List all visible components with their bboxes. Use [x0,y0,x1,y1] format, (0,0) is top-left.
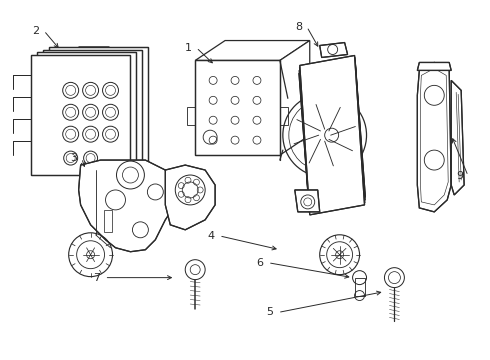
Polygon shape [195,60,280,155]
Text: 8: 8 [295,22,302,32]
Text: 6: 6 [256,258,264,268]
Bar [355,278,365,296]
Polygon shape [299,60,365,210]
Polygon shape [299,58,365,213]
Polygon shape [319,42,347,58]
Polygon shape [78,160,175,252]
Text: 5: 5 [267,307,273,318]
Polygon shape [451,80,464,195]
Text: 2: 2 [32,26,39,36]
Text: 1: 1 [185,42,192,53]
Bar [187,107,195,125]
Polygon shape [417,62,451,212]
Bar [280,107,288,125]
Polygon shape [280,41,310,155]
Text: 9: 9 [457,171,464,181]
Polygon shape [299,63,366,207]
Polygon shape [43,50,143,169]
Polygon shape [165,165,215,230]
Text: 4: 4 [208,231,215,241]
Polygon shape [295,190,319,212]
Polygon shape [195,41,310,60]
Polygon shape [300,55,365,215]
Bar [103,210,112,232]
Text: 7: 7 [93,273,100,283]
Text: 3: 3 [70,153,77,163]
Polygon shape [37,53,136,172]
Polygon shape [49,46,148,166]
Polygon shape [31,55,130,175]
Polygon shape [417,62,451,71]
